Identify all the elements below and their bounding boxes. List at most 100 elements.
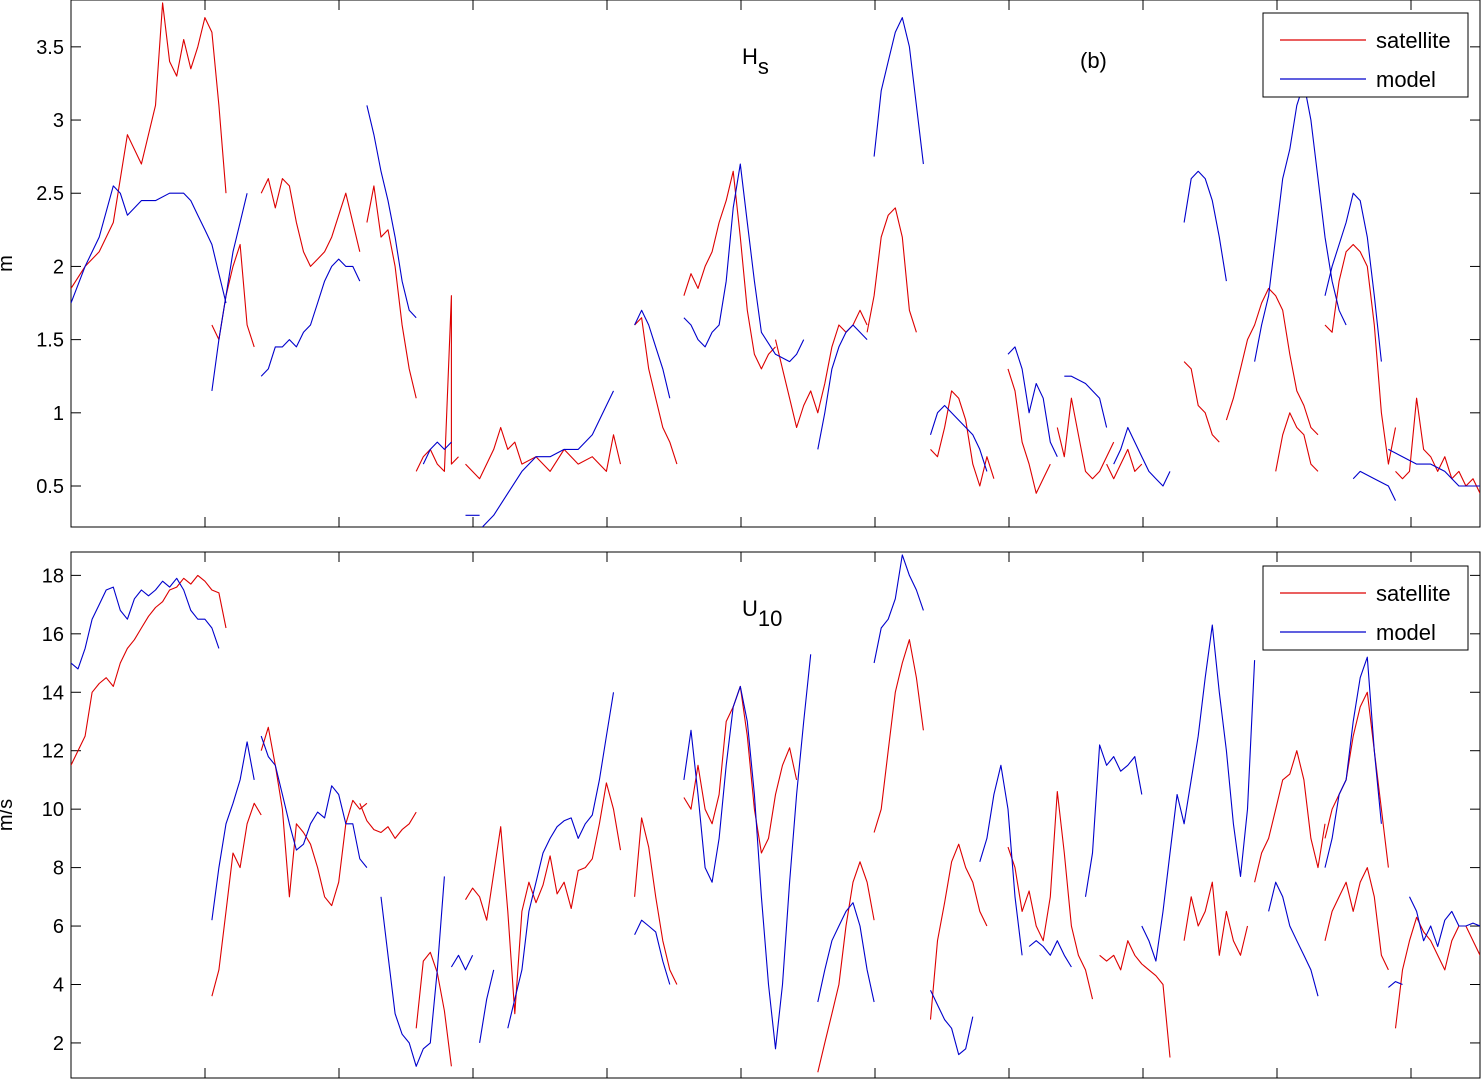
series-line-satellite xyxy=(1254,750,1326,883)
series-line-model xyxy=(1388,981,1403,988)
y-tick-label: 10 xyxy=(42,799,64,821)
panel-title-subscript: s xyxy=(758,54,769,79)
y-tick-label: 8 xyxy=(53,858,64,880)
panel-tag: (b) xyxy=(1080,48,1107,73)
series-line-model xyxy=(930,990,974,1056)
series-line-satellite xyxy=(359,803,417,839)
y-tick-label: 1.5 xyxy=(36,330,64,352)
y-tick-label: 2.5 xyxy=(36,183,64,205)
series-line-satellite xyxy=(1056,397,1115,480)
series-line-satellite xyxy=(211,802,262,997)
series-line-model xyxy=(211,193,248,391)
series-line-model xyxy=(1007,346,1058,457)
panel-title-main: U xyxy=(742,596,758,621)
series-line-model xyxy=(1113,426,1171,487)
series-line-model xyxy=(479,969,495,1043)
series-line-model xyxy=(71,185,227,304)
series-line-model xyxy=(1064,375,1108,428)
series-line-model xyxy=(481,390,614,527)
series-line-satellite xyxy=(1225,287,1319,436)
series-line-model xyxy=(873,554,924,664)
series-line-satellite xyxy=(1106,448,1143,480)
legend-label-model: model xyxy=(1376,67,1436,92)
series-line-satellite xyxy=(1394,916,1480,1029)
y-tick-label: 0.5 xyxy=(36,476,64,498)
axes-box xyxy=(70,0,1481,528)
y-tick-label: 18 xyxy=(42,565,64,587)
series-line-satellite xyxy=(465,426,622,480)
series-line-satellite xyxy=(930,390,995,487)
panel-title: U10 xyxy=(742,596,782,631)
series-line-model xyxy=(1388,448,1480,487)
series-line-model xyxy=(260,258,361,377)
series-line-model xyxy=(683,163,805,363)
series-line-satellite xyxy=(1007,368,1051,494)
series-line-satellite xyxy=(1395,397,1480,494)
series-line-model xyxy=(1183,170,1227,282)
legend-label-satellite: satellite xyxy=(1376,581,1451,606)
series-line-satellite xyxy=(71,2,227,289)
series-line-satellite xyxy=(1324,691,1389,868)
series-line-model xyxy=(1084,744,1143,897)
legend-label-satellite: satellite xyxy=(1376,28,1451,53)
series-line-model xyxy=(817,324,868,450)
series-line-satellite xyxy=(211,243,255,348)
series-line-model xyxy=(634,309,671,399)
series-line-model xyxy=(683,654,812,1050)
series-line-satellite xyxy=(366,185,417,399)
y-tick-label: 4 xyxy=(53,974,64,996)
y-tick-label: 2 xyxy=(53,1033,64,1055)
series-line-model xyxy=(1409,896,1480,948)
series-line-satellite xyxy=(415,951,452,1067)
y-tick-label: 6 xyxy=(53,916,64,938)
series-line-satellite xyxy=(260,178,361,267)
panel-title-subscript: 10 xyxy=(758,606,782,631)
legend: satellite model xyxy=(1262,12,1469,98)
series-line-model xyxy=(1324,192,1382,362)
y-tick-label: 2 xyxy=(53,256,64,278)
series-line-model xyxy=(817,902,875,1003)
y-axis-label: m xyxy=(0,255,17,272)
series-group xyxy=(71,2,1480,527)
series-line-model xyxy=(929,404,988,472)
legend-box xyxy=(1262,565,1469,651)
series-line-model xyxy=(979,764,1023,956)
series-line-model xyxy=(422,441,452,465)
series-line-satellite xyxy=(1007,791,1094,1000)
series-line-satellite xyxy=(415,295,459,472)
series-line-satellite xyxy=(873,639,924,833)
series-line-model xyxy=(71,577,220,670)
series-group xyxy=(71,554,1480,1073)
series-line-satellite xyxy=(1183,361,1220,443)
panel-hs: 0.5 1 1.5 2 2.5 3 3.5 m Hs (b) satellite model xyxy=(0,0,1481,528)
series-line-model xyxy=(1141,624,1256,962)
panel-title: Hs xyxy=(742,44,769,79)
y-tick-label: 3.5 xyxy=(36,37,64,59)
series-line-model xyxy=(873,17,924,165)
series-line-model xyxy=(366,105,417,319)
series-line-satellite xyxy=(866,207,917,333)
series-line-model xyxy=(1352,470,1396,501)
series-line-model xyxy=(1268,881,1319,997)
panel-title-main: H xyxy=(742,44,758,69)
series-line-satellite xyxy=(260,726,368,907)
axes-box xyxy=(70,551,1481,1079)
series-line-satellite xyxy=(634,317,678,465)
y-tick-label: 16 xyxy=(42,624,64,646)
series-line-satellite xyxy=(1324,243,1397,465)
series-line-satellite xyxy=(1099,940,1171,1058)
series-line-model xyxy=(1254,82,1347,362)
series-line-satellite xyxy=(634,817,678,985)
series-line-satellite xyxy=(817,861,875,1073)
series-line-model xyxy=(260,735,368,868)
series-line-model xyxy=(1028,940,1072,968)
series-line-model xyxy=(450,954,474,971)
series-line-satellite xyxy=(774,309,868,429)
series-line-satellite xyxy=(71,574,227,766)
series-line-satellite xyxy=(1324,867,1389,971)
y-tick-label: 1 xyxy=(53,403,64,425)
series-line-model xyxy=(507,692,615,1029)
series-line-model xyxy=(380,876,445,1067)
